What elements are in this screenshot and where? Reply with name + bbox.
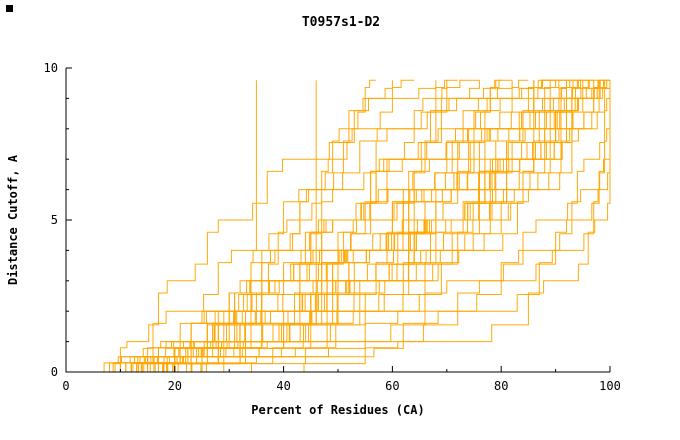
model-curve	[120, 80, 600, 373]
model-curve	[158, 79, 545, 372]
model-curve	[153, 80, 600, 373]
model-curve	[163, 79, 502, 372]
y-tick-label: 0	[51, 365, 58, 379]
model-curve	[174, 80, 611, 372]
x-tick-label: 20	[168, 379, 182, 393]
model-curve	[119, 79, 583, 372]
model-curve	[185, 80, 611, 373]
y-axis-label: Distance Cutoff, A	[6, 154, 20, 285]
model-curve	[109, 79, 480, 372]
model-curve	[147, 80, 578, 373]
model-curve	[109, 79, 610, 372]
model-curve	[125, 80, 497, 373]
tick-marks	[65, 67, 611, 373]
x-tick-label: 40	[276, 379, 290, 393]
model-curve	[104, 80, 437, 373]
model-curve	[136, 80, 589, 373]
model-curve	[142, 80, 584, 373]
model-curve	[130, 79, 583, 372]
x-tick-label: 60	[385, 379, 399, 393]
model-curve	[136, 80, 567, 373]
model-curve	[229, 80, 611, 373]
chart-title: T0957s1-D2	[302, 15, 380, 30]
model-curve	[114, 79, 572, 372]
model-curve	[141, 79, 610, 372]
model-curve	[131, 80, 317, 373]
x-tick-label: 0	[62, 379, 69, 393]
model-curve	[131, 80, 595, 373]
model-curve	[153, 80, 567, 373]
model-curve	[158, 80, 600, 373]
model-curve	[147, 80, 393, 373]
y-tick-label: 10	[44, 61, 58, 75]
model-curves	[103, 79, 611, 373]
corner-square-artifact	[6, 5, 13, 12]
x-tick-label: 100	[599, 379, 621, 393]
x-tick-label: 80	[494, 379, 508, 393]
axes: 0 20 40 60 80 100 0 5 10	[44, 61, 621, 393]
tick-labels: 0 20 40 60 80 100 0 5 10	[44, 61, 621, 393]
model-curve	[163, 79, 377, 372]
x-axis-label: Percent of Residues (CA)	[251, 403, 424, 417]
model-curve	[147, 79, 605, 372]
model-curve	[119, 80, 257, 372]
model-curve	[163, 80, 611, 373]
y-tick-label: 5	[51, 213, 58, 227]
model-curve	[136, 79, 415, 372]
model-curve	[147, 79, 529, 372]
